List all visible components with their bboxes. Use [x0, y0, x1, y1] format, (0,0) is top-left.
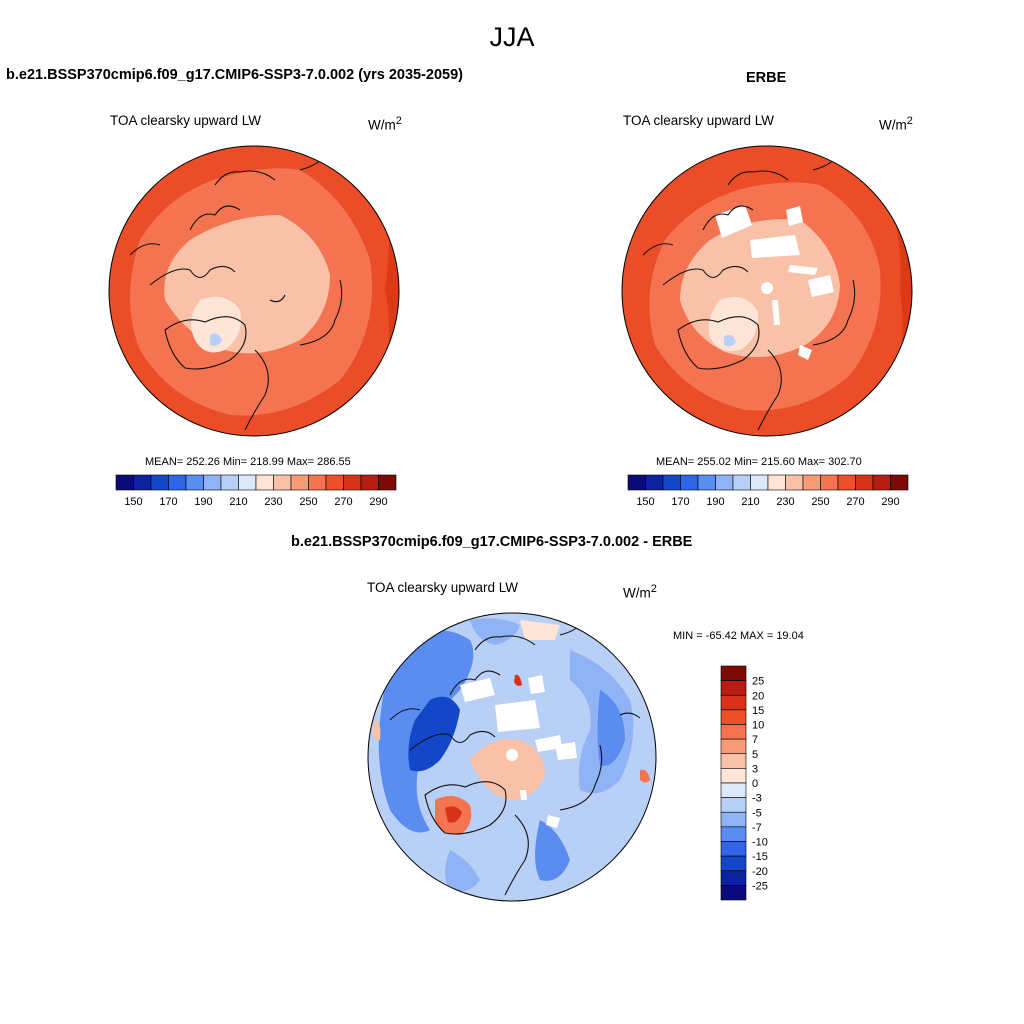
diff-units-label: W/m2: [623, 583, 657, 601]
obs-polar-map: [621, 145, 913, 437]
colorbar-tick-label: 230: [776, 496, 794, 508]
colorbar-swatch: [255, 474, 274, 491]
colorbar-swatch: [720, 811, 747, 828]
colorbar-swatch: [720, 738, 747, 755]
colorbar-swatch: [837, 474, 856, 491]
obs-stats: MEAN= 255.02 Min= 215.60 Max= 302.70: [656, 456, 862, 468]
model-stats: MEAN= 252.26 Min= 218.99 Max= 286.55: [145, 456, 351, 468]
colorbar-swatch: [220, 474, 239, 491]
colorbar-tick-label: 250: [811, 496, 829, 508]
colorbar-swatch: [720, 694, 747, 711]
colorbar-swatch: [872, 474, 891, 491]
colorbar-tick-label: 15: [752, 705, 764, 717]
colorbar-swatch: [820, 474, 839, 491]
colorbar-swatch: [855, 474, 874, 491]
colorbar-tick-label: 150: [636, 496, 654, 508]
colorbar-swatch: [720, 870, 747, 886]
colorbar-swatch: [720, 724, 747, 740]
colorbar-tick-label: 0: [752, 778, 758, 790]
colorbar-swatch: [308, 474, 327, 491]
colorbar-swatch: [662, 474, 681, 491]
colorbar-swatch: [720, 855, 747, 872]
colorbar-swatch: [802, 474, 821, 491]
obs-colorbar: 150 170 190 210 230 250 270 290: [627, 474, 909, 508]
colorbar-tick-label: 250: [299, 496, 317, 508]
colorbar-swatch: [732, 474, 751, 491]
colorbar-swatch: [325, 474, 344, 491]
model-units-label: W/m2: [368, 115, 402, 133]
colorbar-swatch: [185, 474, 204, 491]
colorbar-swatch: [133, 474, 152, 491]
page-title: JJA: [489, 22, 535, 52]
colorbar-swatch: [767, 474, 786, 491]
colorbar-swatch: [203, 474, 222, 491]
colorbar-swatch: [115, 474, 134, 491]
diff-panel-title: b.e21.BSSP370cmip6.f09_g17.CMIP6-SSP3-7.…: [291, 534, 693, 550]
colorbar-tick-label: 230: [264, 496, 282, 508]
colorbar-swatch: [720, 841, 747, 857]
obs-units-label: W/m2: [879, 115, 913, 133]
colorbar-tick-label: -3: [752, 793, 762, 805]
colorbar-swatch: [290, 474, 309, 491]
colorbar-tick-label: 190: [194, 496, 212, 508]
difference-colorbar: 25 20 15 10 7 5 3 0 -3 -5 -7 -10 -15 -20 -25: [720, 665, 768, 901]
colorbar-swatch: [680, 474, 699, 491]
colorbar-tick-label: 290: [369, 496, 387, 508]
colorbar-tick-label: -20: [752, 866, 768, 878]
colorbar-swatch: [785, 474, 804, 491]
colorbar-tick-label: 150: [124, 496, 142, 508]
colorbar-swatch: [720, 768, 747, 784]
colorbar-tick-label: 210: [229, 496, 247, 508]
colorbar-tick-label: 10: [752, 720, 764, 732]
model-variable-label: TOA clearsky upward LW: [110, 113, 262, 128]
colorbar-tick-label: 190: [706, 496, 724, 508]
colorbar-swatch: [697, 474, 716, 491]
colorbar-swatch: [343, 474, 362, 491]
colorbar-swatch: [720, 782, 747, 798]
colorbar-tick-label: 7: [752, 734, 758, 746]
colorbar-tick-label: 290: [881, 496, 899, 508]
colorbar-swatch: [720, 826, 747, 842]
colorbar-swatch: [715, 474, 734, 491]
colorbar-swatch: [720, 665, 747, 681]
colorbar-tick-label: 210: [741, 496, 759, 508]
colorbar-swatch: [720, 709, 747, 725]
colorbar-tick-label: -25: [752, 880, 768, 892]
colorbar-swatch: [238, 474, 257, 491]
colorbar-tick-label: -7: [752, 822, 762, 834]
colorbar-tick-label: -10: [752, 837, 768, 849]
colorbar-tick-label: 170: [159, 496, 177, 508]
colorbar-swatch: [645, 474, 664, 491]
diff-stats: MIN = -65.42 MAX = 19.04: [673, 630, 804, 642]
obs-variable-label: TOA clearsky upward LW: [623, 113, 775, 128]
model-panel-title: b.e21.BSSP370cmip6.f09_g17.CMIP6-SSP3-7.…: [6, 67, 464, 83]
colorbar-swatch: [720, 885, 747, 901]
colorbar-tick-label: 5: [752, 749, 758, 761]
difference-polar-map: [367, 612, 657, 902]
colorbar-tick-label: 170: [671, 496, 689, 508]
colorbar-tick-label: 3: [752, 763, 758, 775]
obs-panel-title: ERBE: [746, 70, 787, 86]
colorbar-swatch: [720, 680, 747, 696]
colorbar-swatch: [378, 474, 397, 491]
model-colorbar: 150 170 190 210 230 250 270 290: [115, 474, 397, 508]
colorbar-swatch: [360, 474, 379, 491]
colorbar-tick-label: 270: [334, 496, 352, 508]
colorbar-tick-label: 25: [752, 676, 764, 688]
colorbar-tick-label: 20: [752, 690, 764, 702]
colorbar-tick-label: 270: [846, 496, 864, 508]
colorbar-tick-label: -15: [752, 851, 768, 863]
colorbar-swatch: [890, 474, 909, 491]
colorbar-swatch: [273, 474, 292, 491]
colorbar-swatch: [750, 474, 769, 491]
colorbar-swatch: [720, 753, 747, 769]
colorbar-swatch: [627, 474, 646, 491]
colorbar-tick-label: -5: [752, 807, 762, 819]
colorbar-swatch: [168, 474, 187, 491]
diff-variable-label: TOA clearsky upward LW: [367, 580, 519, 595]
model-polar-map: [108, 145, 400, 437]
colorbar-swatch: [150, 474, 169, 491]
colorbar-swatch: [720, 797, 747, 813]
